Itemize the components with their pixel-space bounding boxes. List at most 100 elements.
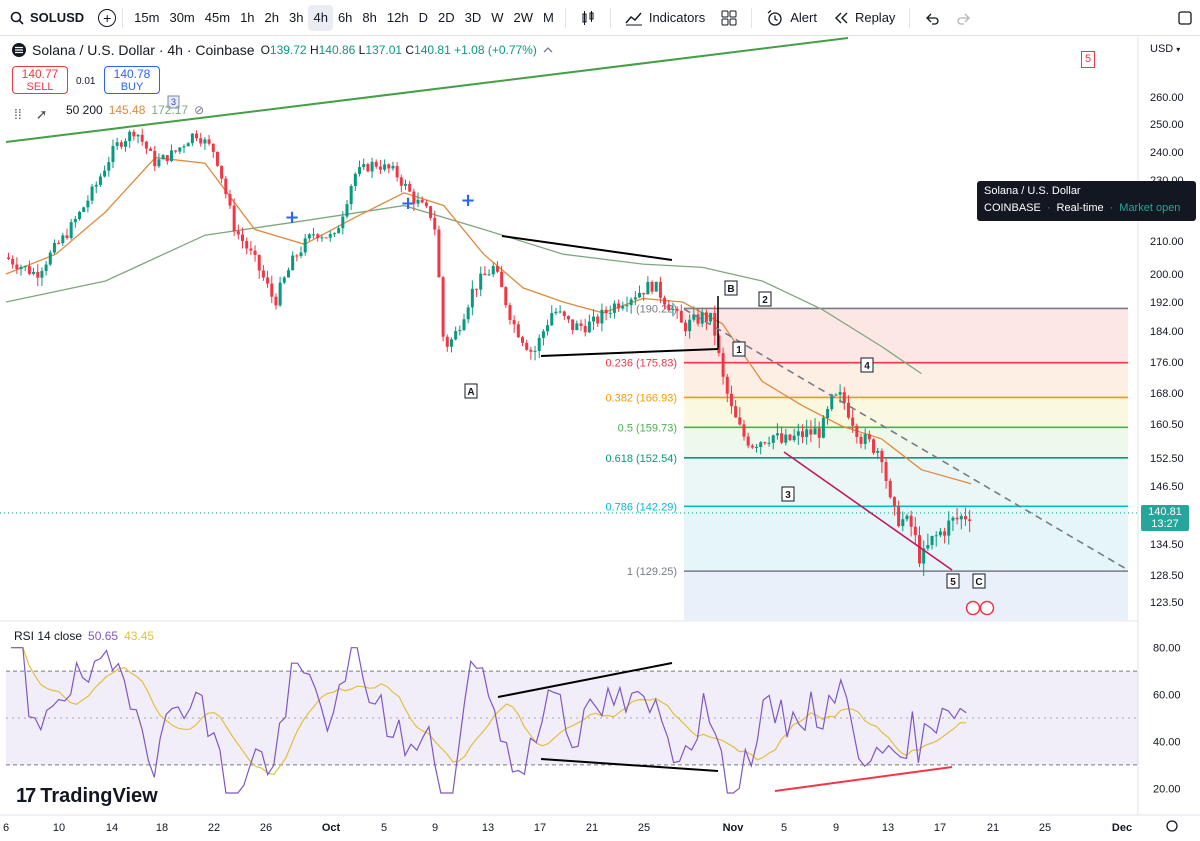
chevron-up-icon[interactable] xyxy=(543,46,553,54)
timeframe-2D[interactable]: 2D xyxy=(437,10,455,25)
timeframe-6h[interactable]: 6h xyxy=(337,10,353,25)
candle-body xyxy=(224,178,228,195)
candle-body xyxy=(650,281,654,292)
candle-body xyxy=(512,320,516,325)
drag-handle-icon[interactable]: ⁞⁞ xyxy=(14,106,22,122)
indicators-button[interactable]: Indicators xyxy=(617,5,713,31)
redo-icon xyxy=(957,13,971,25)
candle-body xyxy=(358,167,362,174)
fib-zone xyxy=(684,362,1128,398)
timeframe-12h[interactable]: 12h xyxy=(386,10,409,25)
candle-body xyxy=(671,308,675,311)
timeframe-M[interactable]: M xyxy=(543,10,554,25)
candle-body xyxy=(169,150,173,162)
replay-label: Replay xyxy=(854,10,896,25)
time-tick: 25 xyxy=(638,822,650,834)
wave-label-box xyxy=(464,383,478,399)
timeframe-4h[interactable]: 4h xyxy=(308,4,333,31)
currency-selector[interactable]: USD ▾ xyxy=(1150,43,1181,55)
wave-label-box xyxy=(781,486,795,502)
economic-event-icon xyxy=(965,600,981,616)
sell-button[interactable]: 140.77 SELL xyxy=(12,66,68,94)
time-tick: Dec xyxy=(1112,822,1132,834)
candle-body xyxy=(445,336,449,347)
candle-body xyxy=(328,234,332,238)
candle-body xyxy=(813,428,817,435)
fullscreen-button[interactable] xyxy=(1170,5,1200,31)
candle-body xyxy=(771,435,775,443)
candle-body xyxy=(144,141,148,149)
timeframe-45m[interactable]: 45m xyxy=(204,10,231,25)
timeframe-3D[interactable]: 3D xyxy=(464,10,482,25)
candle-body xyxy=(466,307,470,320)
candle-body xyxy=(867,434,871,440)
candle-body xyxy=(729,393,733,407)
timeframe-15m[interactable]: 15m xyxy=(134,10,160,25)
candle-body xyxy=(846,402,850,418)
timeframe-D[interactable]: D xyxy=(418,10,428,25)
candle-body xyxy=(178,147,182,152)
candle-body xyxy=(642,292,646,295)
tooltip-status: Market open xyxy=(1119,202,1181,214)
price-tick: 260.00 xyxy=(1150,92,1184,104)
time-tick: 13 xyxy=(882,822,894,834)
candle-body xyxy=(851,417,855,426)
timeframe-W[interactable]: W xyxy=(491,10,504,25)
candle-body xyxy=(909,515,913,527)
candle-body xyxy=(721,353,725,377)
candle-body xyxy=(968,519,972,522)
candle-body xyxy=(353,173,357,186)
candle-body xyxy=(663,297,667,305)
event-badge[interactable]: 5 xyxy=(1081,51,1095,68)
wave-label: 4 xyxy=(864,361,870,372)
candle-body xyxy=(65,235,69,239)
hide-eye-icon[interactable]: ⊘ xyxy=(194,103,205,117)
search-icon xyxy=(10,11,24,25)
timeframe-3h[interactable]: 3h xyxy=(289,10,304,25)
price-tick: 240.00 xyxy=(1150,147,1184,159)
timeframe-8h[interactable]: 8h xyxy=(362,10,377,25)
candle-body xyxy=(278,282,282,306)
compare-plus-icon[interactable]: + xyxy=(98,8,117,27)
fib-level-label: 0.786 (142.29) xyxy=(605,501,677,513)
price-tick: 134.50 xyxy=(1150,539,1184,551)
alert-button[interactable]: Alert xyxy=(758,5,825,31)
candle-body xyxy=(579,323,583,326)
timeframe-1h[interactable]: 1h xyxy=(240,10,255,25)
candle-body xyxy=(458,330,462,332)
buy-button[interactable]: 140.78 BUY xyxy=(104,66,160,94)
symbol-search[interactable]: SOLUSD xyxy=(0,10,92,25)
wave-label: A xyxy=(467,387,474,398)
alert-label: Alert xyxy=(790,10,817,25)
rsi-divergence-lower xyxy=(540,758,719,772)
candle-body xyxy=(182,146,186,148)
timeframe-2h[interactable]: 2h xyxy=(264,10,279,25)
candle-body xyxy=(617,303,621,309)
candle-body xyxy=(387,164,391,169)
cursor-icon[interactable]: ➚ xyxy=(35,106,48,122)
candle-body xyxy=(533,350,537,352)
timeframe-group: 15m 30m 45m 1h 2h 3h 4h 6h 8h 12h D 2D 3D W 2W M xyxy=(129,4,559,31)
candle-body xyxy=(374,161,378,167)
candle-body xyxy=(838,392,842,395)
candle-body xyxy=(629,299,633,306)
redo-button[interactable] xyxy=(948,5,980,31)
candle-body xyxy=(571,319,575,331)
undo-button[interactable] xyxy=(916,5,948,31)
candle-body xyxy=(683,322,687,332)
price-tick: 250.00 xyxy=(1150,119,1184,131)
timeframe-30m[interactable]: 30m xyxy=(169,10,195,25)
timeframe-2W[interactable]: 2W xyxy=(513,10,534,25)
price-tick: 128.50 xyxy=(1150,570,1184,582)
candle-body xyxy=(383,164,387,170)
currency-label: USD xyxy=(1150,43,1174,55)
layouts-button[interactable] xyxy=(713,5,745,31)
chart-type-button[interactable] xyxy=(572,5,604,31)
candle-body xyxy=(780,433,784,443)
candle-body xyxy=(809,429,813,435)
candle-body xyxy=(153,150,157,167)
candle-body xyxy=(307,234,311,239)
replay-button[interactable]: Replay xyxy=(825,5,903,31)
candle-body xyxy=(57,242,61,244)
